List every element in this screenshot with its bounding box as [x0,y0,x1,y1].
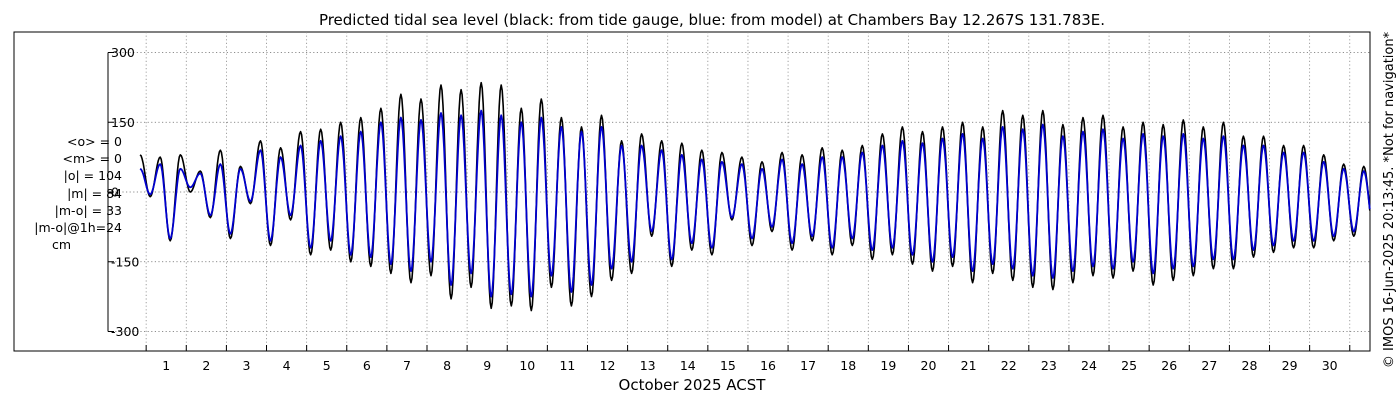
x-tick-label: 29 [1282,358,1298,373]
x-tick-label: 30 [1322,358,1338,373]
x-tick-label: 8 [443,358,451,373]
x-tick-label: 23 [1041,358,1057,373]
x-tick-label: 21 [961,358,977,373]
grid-lines [108,32,1370,351]
stats-unit: cm [52,237,72,253]
series-line-model [139,109,1371,298]
x-axis: 1 2 3 4 5 6 7 8 9 10 11 12 13 14 15 16 17 18 19 20 21 22 23 24 2… [145,345,1351,373]
credit-text: © IMOS 16-Jun-2025 20:13:45. *Not for na… [1382,31,1397,368]
x-tick-label: 25 [1121,358,1137,373]
x-tick-label: 2 [202,358,210,373]
y-tick-label: -300 [111,324,139,339]
y-tick-label: -150 [111,254,139,269]
x-tick-label: 22 [1001,358,1017,373]
x-tick-label: 7 [403,358,411,373]
x-tick-label: 13 [640,358,656,373]
series-lines [139,81,1371,312]
y-axis: 300 150 0 -150 -300 [107,45,139,339]
stats-panel: <o> = 0 <m> = 0 |o| = 104 |m| = 84 |m-o|… [0,133,124,253]
stats-mean-obs: <o> = 0 [67,134,122,149]
x-tick-label: 4 [283,358,291,373]
x-tick-label: 16 [760,358,776,373]
stats-abs-diff: |m-o| = 33 [54,202,122,218]
y-tick-label: 150 [111,115,135,130]
series-line-tide-gauge [139,81,1371,312]
x-tick-label: 14 [680,358,696,373]
stats-abs-model: |m| = 84 [67,185,122,201]
x-tick-label: 20 [921,358,937,373]
y-tick-label: 0 [111,185,119,200]
stats-abs-obs: |o| = 104 [63,168,122,184]
x-tick-label: 28 [1242,358,1258,373]
x-tick-label: 10 [519,358,535,373]
y-tick-label: 300 [111,45,135,60]
x-tick-label: 6 [363,358,371,373]
x-tick-label: 27 [1201,358,1217,373]
x-tick-label: 11 [559,358,575,373]
stats-mean-model: <m> = 0 [62,151,123,167]
x-tick-label: 9 [483,358,491,373]
x-tick-label: 12 [600,358,616,373]
x-tick-label: 19 [880,358,896,373]
stats-abs-diff-1h: |m-o|@1h=24 [34,220,122,236]
x-tick-label: 17 [800,358,816,373]
x-tick-label: 18 [840,358,856,373]
plot-frame [13,31,1371,352]
x-tick-label: 3 [242,358,250,373]
x-tick-label: 5 [323,358,331,373]
x-tick-label: 15 [720,358,736,373]
x-tick-label: 26 [1161,358,1177,373]
x-tick-label: 24 [1081,358,1097,373]
x-axis-label: October 2025 ACST [619,376,767,394]
x-tick-label: 1 [162,358,170,373]
chart-title: Predicted tidal sea level (black: from t… [319,11,1105,29]
